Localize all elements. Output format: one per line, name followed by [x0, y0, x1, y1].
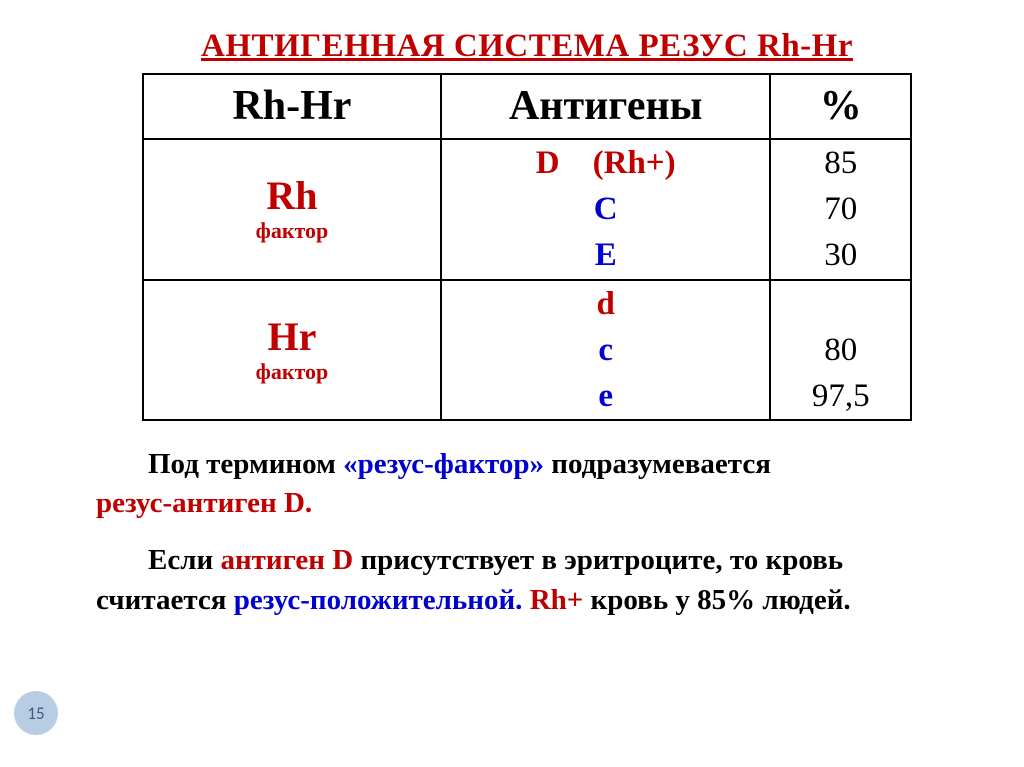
pct-30: 30: [771, 232, 910, 278]
antigen-table: Rh-Hr Антигены % Rh фактор D (Rh+) C E 8…: [142, 73, 912, 421]
p2-end: кровь у 85% людей.: [583, 584, 850, 616]
p2-positive: резус-положительной.: [234, 584, 523, 616]
antigen-e-upper: E: [442, 232, 770, 278]
antigen-d-suffix: (Rh+): [593, 145, 676, 181]
row1-label-big: Rh: [144, 174, 440, 218]
p1-lead: Под термином: [148, 448, 343, 480]
pct-blank: [771, 281, 910, 327]
antigen-e-lower: e: [442, 373, 770, 419]
header-antigens: Антигены: [441, 74, 771, 139]
row1-label: Rh фактор: [143, 139, 441, 280]
slide-title: АНТИГЕННАЯ СИСТЕМА РЕЗУС Rh-Hr: [90, 28, 964, 65]
antigen-d-upper: D: [536, 145, 560, 181]
pct-975: 97,5: [771, 373, 910, 419]
row2-antigens: d c e: [441, 280, 771, 421]
paragraph-1: Под термином «резус-фактор» подразумевае…: [90, 445, 964, 523]
p1-tail: резус-антиген D.: [96, 487, 312, 519]
antigen-d-lower: d: [442, 281, 770, 327]
header-percent: %: [770, 74, 911, 139]
p1-term: «резус-фактор»: [343, 448, 544, 480]
antigen-c-lower: c: [442, 327, 770, 373]
row1-label-small: фактор: [144, 218, 440, 244]
row2-label-big: Hr: [144, 315, 440, 359]
pct-70: 70: [771, 186, 910, 232]
p2-mid2: [522, 584, 529, 616]
page-number: 15: [27, 703, 44, 724]
header-rhhr: Rh-Hr: [143, 74, 441, 139]
pct-85: 85: [771, 140, 910, 186]
p2-antigen-d: антиген D: [220, 544, 353, 576]
table-row: Hr фактор d c e 80 97,5: [143, 280, 911, 421]
page-number-badge: 15: [14, 691, 58, 735]
row2-label-small: фактор: [144, 359, 440, 385]
table-row: Rh фактор D (Rh+) C E 85 70 30: [143, 139, 911, 280]
row2-label: Hr фактор: [143, 280, 441, 421]
row1-percents: 85 70 30: [770, 139, 911, 280]
antigen-c-upper: C: [442, 186, 770, 232]
row1-antigens: D (Rh+) C E: [441, 139, 771, 280]
pct-80: 80: [771, 327, 910, 373]
p2-rhplus: Rh+: [530, 584, 584, 616]
paragraph-2: Если антиген D присутствует в эритроците…: [90, 541, 964, 619]
p2-lead: Если: [148, 544, 220, 576]
p1-mid: подразумевается: [544, 448, 771, 480]
row2-percents: 80 97,5: [770, 280, 911, 421]
table-header-row: Rh-Hr Антигены %: [143, 74, 911, 139]
